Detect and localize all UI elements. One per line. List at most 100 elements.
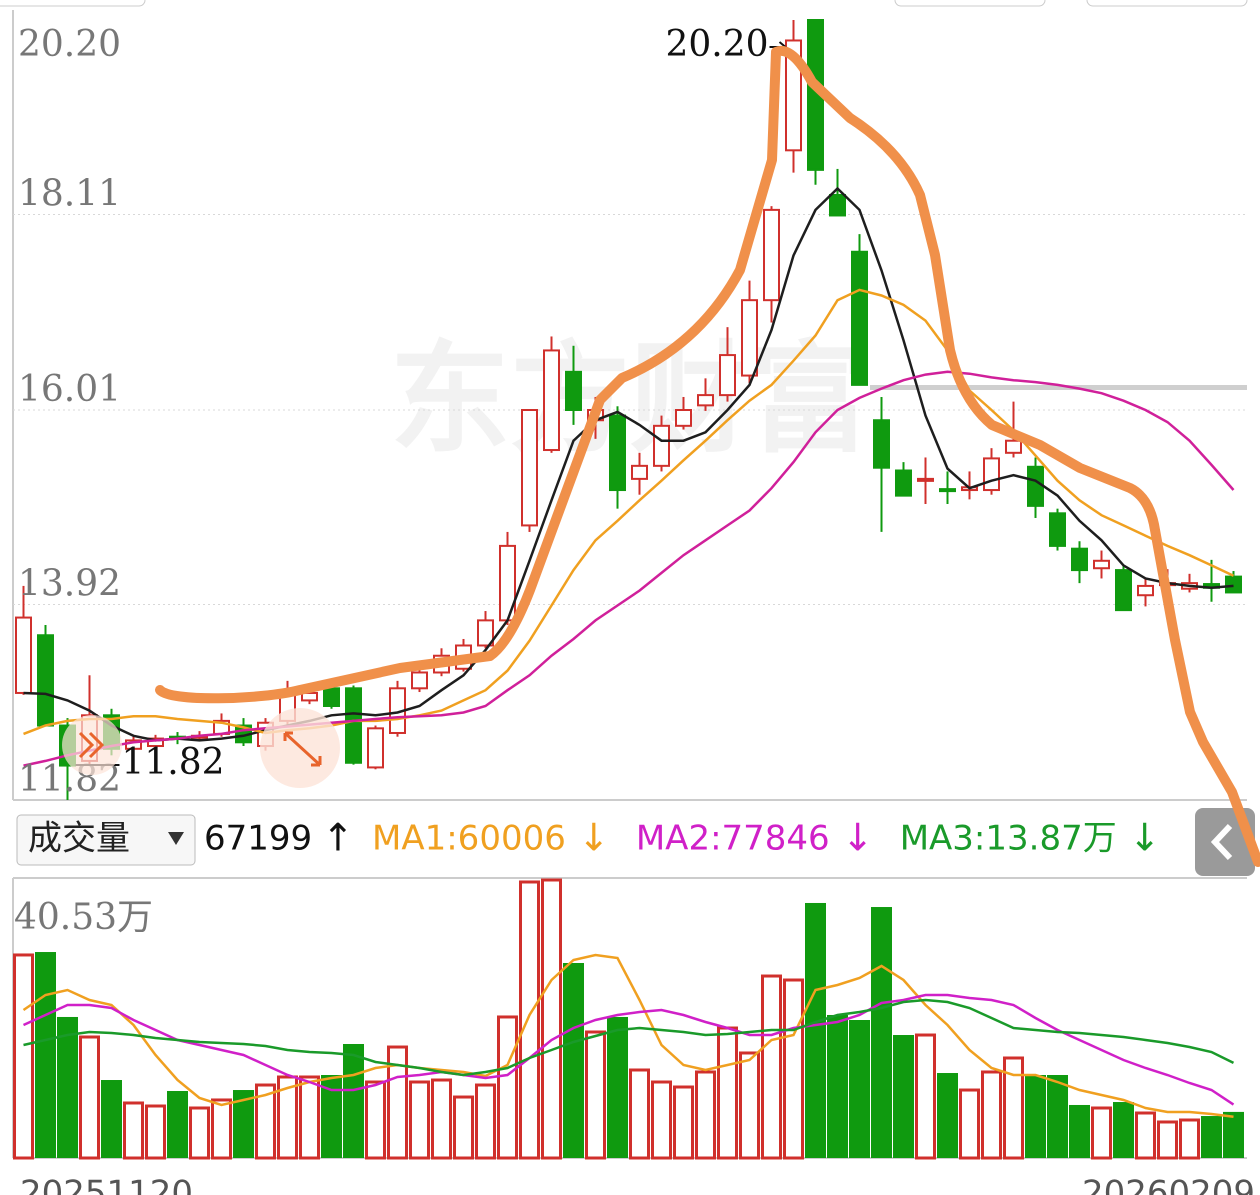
price-band xyxy=(870,385,1247,390)
volume-bar xyxy=(409,1080,430,1160)
volume-bar xyxy=(651,1080,672,1160)
ma-trend: ↓ xyxy=(578,816,610,860)
candle-body xyxy=(1225,575,1242,594)
candle-body xyxy=(1115,569,1132,612)
candle-body xyxy=(521,409,538,527)
moving-average xyxy=(23,288,1235,736)
volume-bar xyxy=(1179,1118,1200,1160)
volume-bar xyxy=(541,878,562,1160)
candle-body xyxy=(609,414,626,492)
volume-bar xyxy=(805,902,826,1158)
volume-bar xyxy=(1003,1056,1024,1160)
volume-bar xyxy=(519,880,540,1160)
candle-body xyxy=(1137,584,1154,597)
candle-body xyxy=(345,687,362,764)
volume-bar xyxy=(959,1088,980,1160)
candle-body xyxy=(675,409,692,427)
volume-bar xyxy=(1135,1111,1156,1160)
moving-average xyxy=(23,370,1235,767)
candle-body xyxy=(939,488,956,493)
watermark: 东方财富 xyxy=(390,331,870,470)
volume-bar xyxy=(13,953,34,1160)
volume-bar xyxy=(1091,1106,1112,1160)
volume-bar xyxy=(695,1070,716,1160)
candle-body xyxy=(477,619,494,647)
ma-legend: MA2:77846 xyxy=(636,819,830,859)
volume-bar xyxy=(387,1045,408,1160)
top-button[interactable] xyxy=(1086,0,1248,7)
volume-bar xyxy=(915,1033,936,1160)
volume-bar xyxy=(167,1090,188,1158)
volume-bar xyxy=(827,1014,848,1158)
volume-bar xyxy=(871,907,892,1158)
volume-bar xyxy=(255,1083,276,1160)
volume-bar xyxy=(57,1016,78,1158)
tool-icon-arrow xyxy=(283,731,322,767)
volume-bar xyxy=(299,1075,320,1160)
candle-body xyxy=(1071,547,1088,572)
volume-bar xyxy=(1047,1075,1068,1158)
volume-bar xyxy=(585,1030,606,1160)
volume-bar xyxy=(343,1044,364,1158)
volume-bar xyxy=(563,962,584,1158)
volume-bar xyxy=(277,1075,298,1160)
candle-body xyxy=(1093,559,1110,570)
volume-bar xyxy=(761,974,782,1160)
volume-bar xyxy=(1113,1102,1134,1158)
volume-bar xyxy=(453,1095,474,1160)
y-tick-label: 20.20 xyxy=(18,24,121,65)
candle-body xyxy=(829,193,846,217)
volume-bar xyxy=(1223,1111,1244,1158)
volume-bar xyxy=(629,1068,650,1160)
volume-bar xyxy=(35,952,56,1158)
candle-body xyxy=(917,477,934,482)
volume-bar xyxy=(739,1051,760,1160)
top-button[interactable] xyxy=(894,0,1046,7)
volume-bar xyxy=(1025,1075,1046,1158)
annotation: 20.20 xyxy=(665,24,768,65)
volume-bar xyxy=(1069,1104,1090,1158)
top-button[interactable] xyxy=(0,0,146,7)
volume-bar xyxy=(1201,1116,1222,1158)
collapse-icon xyxy=(1210,823,1233,861)
candle-body xyxy=(697,394,714,407)
volume-bar xyxy=(233,1090,254,1158)
candle-body xyxy=(631,464,648,480)
candle-body xyxy=(785,39,802,152)
volume-bar xyxy=(101,1080,122,1158)
volume-bar xyxy=(189,1106,210,1160)
volume-bar xyxy=(717,1026,738,1160)
volume-bar xyxy=(673,1085,694,1160)
candle-body xyxy=(323,687,340,707)
selector[interactable] xyxy=(16,814,196,866)
candle-body xyxy=(543,349,560,452)
y-tick-label: 40.53万 xyxy=(14,897,153,938)
ma-legend: MA1:60006 xyxy=(372,819,566,859)
annotation: 11.82 xyxy=(122,742,225,783)
candle-body xyxy=(983,457,1000,492)
candle-body xyxy=(1049,512,1066,547)
volume-bar xyxy=(365,1080,386,1160)
y-tick-label: 18.11 xyxy=(18,174,121,215)
volume-bar xyxy=(431,1078,452,1160)
y-tick-label: 16.01 xyxy=(18,369,121,410)
hand-drawing xyxy=(155,45,1260,867)
volume-bar xyxy=(123,1101,144,1160)
candle-body xyxy=(1005,439,1022,454)
volume-bar xyxy=(849,1019,870,1158)
volume-average xyxy=(22,993,1235,1106)
candle-body xyxy=(37,634,54,727)
volume-bar xyxy=(475,1083,496,1160)
candle-body xyxy=(15,616,32,694)
selector-label: 成交量 xyxy=(28,819,130,859)
x-tick-label: 20251120 xyxy=(20,1174,193,1195)
volume-trend: ↑ xyxy=(322,816,354,860)
volume-bar xyxy=(211,1098,232,1160)
ma-trend: ↓ xyxy=(1129,816,1161,860)
tool-icon-arrow xyxy=(78,731,105,759)
volume-average xyxy=(23,998,1235,1077)
volume-bar xyxy=(937,1073,958,1158)
volume-bar xyxy=(1157,1120,1178,1160)
ma-trend: ↓ xyxy=(842,816,874,860)
